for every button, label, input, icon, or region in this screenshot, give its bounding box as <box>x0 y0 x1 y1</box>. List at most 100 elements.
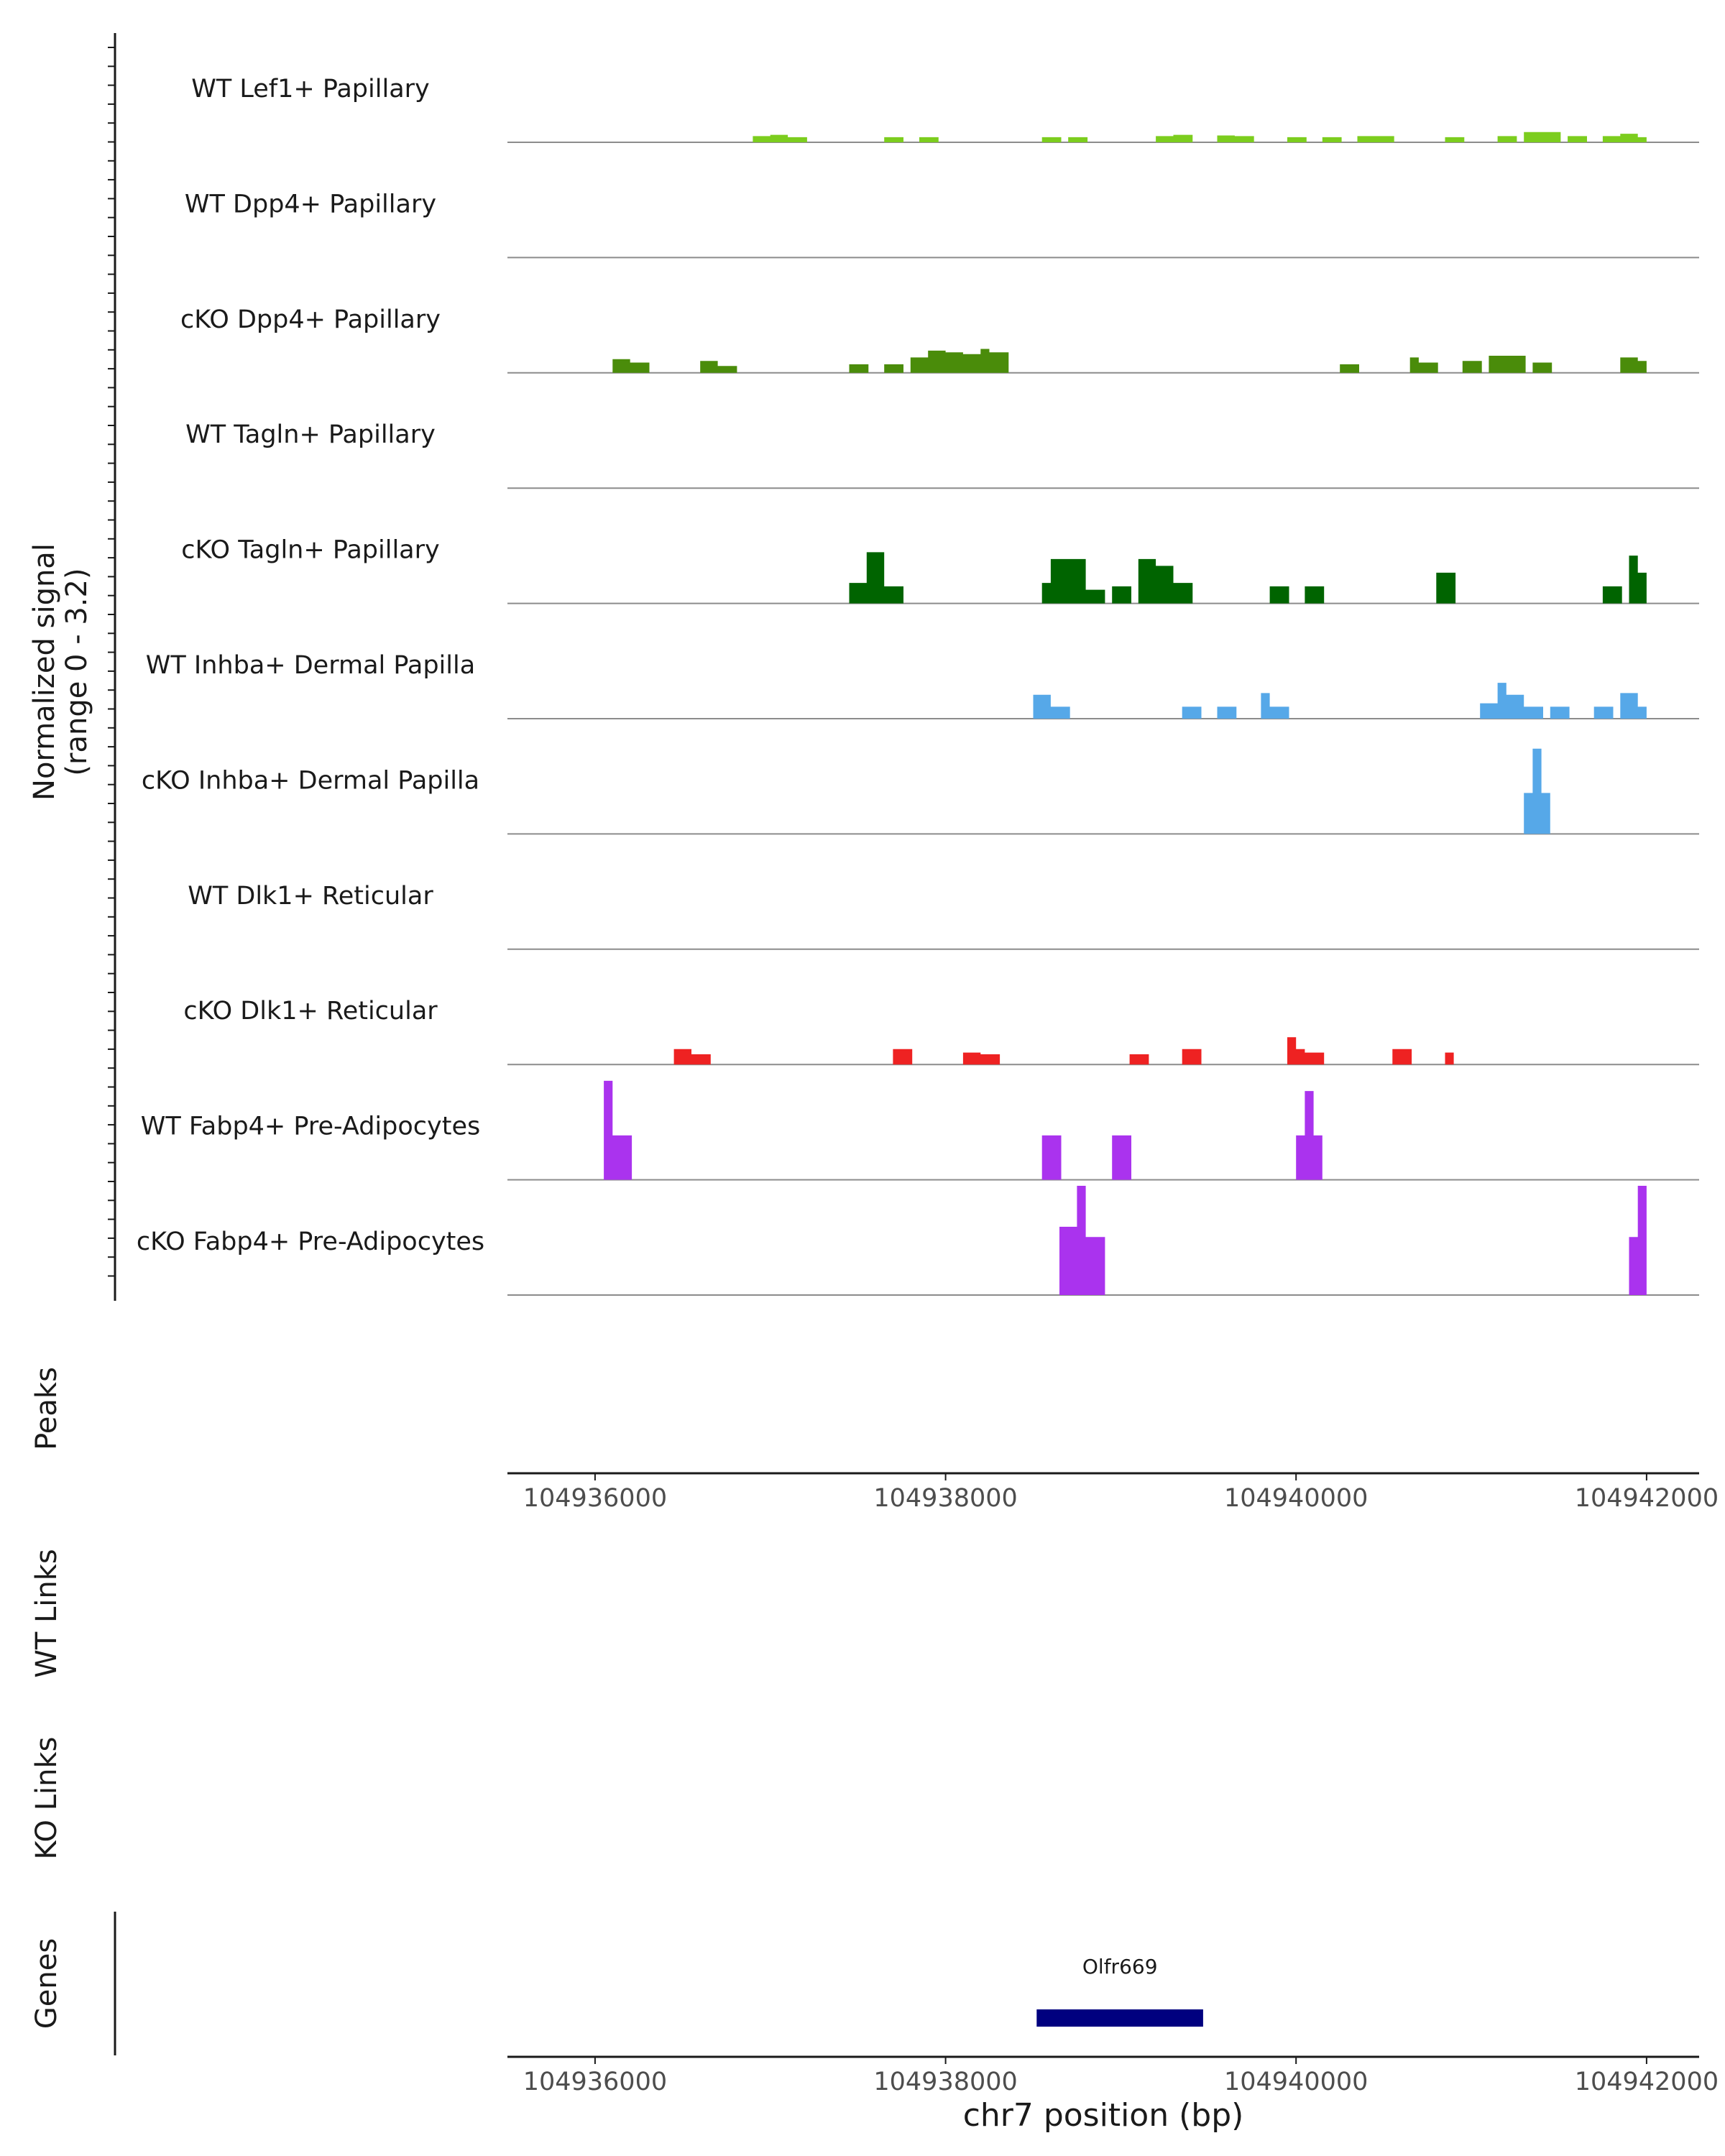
signal-peak <box>1261 693 1289 719</box>
signal-peak <box>753 134 807 142</box>
signal-peak <box>1138 558 1193 604</box>
signal-peak <box>1629 1186 1647 1295</box>
track: cKO Fabp4+ Pre-Adipocytes <box>137 1186 1699 1296</box>
track: cKO Dlk1+ Reticular <box>183 997 1699 1066</box>
genes-x-tick-label: 104942000 <box>1575 2068 1719 2096</box>
y-axis-ticks <box>108 47 115 1277</box>
signal-peak <box>1112 1135 1131 1180</box>
track-label: cKO Dpp4+ Papillary <box>180 305 441 334</box>
track: WT Dlk1+ Reticular <box>188 882 1699 950</box>
track: WT Inhba+ Dermal Papilla <box>146 651 1699 719</box>
track: WT Lef1+ Papillary <box>191 75 1699 143</box>
track: WT Tagln+ Papillary <box>185 420 1699 489</box>
signal-peak <box>919 137 939 142</box>
signal-peak <box>1287 1037 1325 1065</box>
signal-peak <box>884 137 903 142</box>
wt-links-panel-label: WT Links <box>30 1549 63 1677</box>
signal-peak <box>1602 586 1622 604</box>
signal-peak <box>1497 136 1517 142</box>
peaks-x-tick-label: 104938000 <box>873 1484 1017 1513</box>
signal-peak <box>1436 572 1456 604</box>
signal-peak <box>1445 1052 1454 1065</box>
signal-peak <box>1593 706 1614 719</box>
genes-x-axis: 104936000 104938000 104940000 104942000 <box>523 2057 1719 2096</box>
signal-peak <box>1059 1186 1105 1295</box>
signal-peak <box>1340 364 1359 373</box>
peaks-x-axis: 104936000 104938000 104940000 104942000 <box>523 1473 1719 1513</box>
track: cKO Tagln+ Papillary <box>181 536 1699 604</box>
genes-panel-label: Genes <box>30 1938 63 2029</box>
track-label: cKO Tagln+ Papillary <box>181 536 440 565</box>
gene: Olfr669 <box>1036 1955 1203 2027</box>
signal-peak <box>1112 586 1131 604</box>
signal-peak <box>893 1049 913 1065</box>
genes-x-tick-label: 104940000 <box>1224 2068 1368 2096</box>
signal-peak <box>1620 357 1647 373</box>
signal-peak <box>1620 693 1647 719</box>
tracks: WT Lef1+ Papillary WT Dpp4+ Papillary cKO … <box>137 75 1699 1296</box>
peaks-x-tick-label: 104940000 <box>1224 1484 1368 1513</box>
signal-peak <box>884 364 903 373</box>
signal-peak <box>1524 132 1561 142</box>
signal-peak <box>1462 361 1482 373</box>
peaks-x-tick-label: 104942000 <box>1575 1484 1719 1513</box>
track: WT Dpp4+ Papillary <box>185 190 1699 259</box>
signal-peak <box>1129 1054 1149 1065</box>
signal-peak <box>1629 556 1647 604</box>
signal-peak <box>1550 706 1570 719</box>
genes: Olfr669 <box>1036 1955 1203 2027</box>
signal-peak <box>1217 135 1254 142</box>
track-label: WT Fabp4+ Pre-Adipocytes <box>141 1112 480 1141</box>
track: cKO Dpp4+ Papillary <box>180 305 1699 374</box>
genes-panel: Genes Olfr669 104936000 104938000 10494000… <box>30 1912 1719 2134</box>
signal-peak <box>1033 694 1070 719</box>
genes-x-tick-label: 104938000 <box>873 2068 1017 2096</box>
peaks-panel: Peaks 104936000 104938000 104940000 1049420… <box>30 1367 1719 1513</box>
signal-peak <box>1182 1049 1202 1065</box>
signal-peak <box>1269 586 1289 604</box>
signal-peak <box>1296 1091 1322 1180</box>
track-label: cKO Fabp4+ Pre-Adipocytes <box>137 1227 484 1256</box>
signal-peak <box>1392 1049 1412 1065</box>
signal-peak <box>1524 748 1550 834</box>
signal-peak <box>1409 357 1438 373</box>
signal-peak <box>1041 1135 1062 1180</box>
signal-peak <box>1489 356 1526 373</box>
signal-peak <box>1217 706 1237 719</box>
track-label: WT Dlk1+ Reticular <box>188 882 433 911</box>
track-label: WT Tagln+ Papillary <box>185 420 436 449</box>
signal-peak <box>604 1080 632 1180</box>
signal-peak <box>1156 134 1193 142</box>
signal-peak <box>1305 586 1325 604</box>
coverage-panel: Normalized signal (range 0 - 3.2) WT Lef… <box>28 33 1699 1301</box>
signal-peak <box>1602 134 1647 142</box>
signal-peak <box>962 1052 1000 1065</box>
peaks-x-tick-label: 104936000 <box>523 1484 667 1513</box>
signal-peak <box>1068 137 1088 142</box>
signal-peak <box>910 349 1009 373</box>
track: WT Fabp4+ Pre-Adipocytes <box>141 1080 1699 1181</box>
signal-peak <box>1357 136 1394 142</box>
track-label: cKO Inhba+ Dermal Papilla <box>142 766 479 795</box>
signal-peak <box>673 1049 711 1065</box>
signal-peak <box>700 361 737 373</box>
ko-links-panel: KO Links <box>30 1737 63 1860</box>
genes-x-tick-label: 104936000 <box>523 2068 667 2096</box>
track-label: cKO Dlk1+ Reticular <box>183 997 438 1026</box>
x-axis-label: chr7 position (bp) <box>963 2097 1244 2134</box>
gene-body <box>1036 2009 1203 2027</box>
signal-peak <box>1041 558 1105 604</box>
signal-peak <box>1445 137 1465 142</box>
peaks-panel-label: Peaks <box>30 1367 63 1450</box>
signal-peak <box>1322 137 1342 142</box>
signal-peak <box>1568 136 1587 142</box>
signal-peak <box>849 364 869 373</box>
signal-peak <box>1287 137 1307 142</box>
signal-peak <box>1532 362 1552 373</box>
y-axis-range-label: (range 0 - 3.2) <box>60 568 93 775</box>
track-label: WT Inhba+ Dermal Papilla <box>146 651 475 680</box>
track-label: WT Dpp4+ Papillary <box>185 190 436 218</box>
track: cKO Inhba+ Dermal Papilla <box>142 748 1699 835</box>
signal-peak <box>1480 683 1543 719</box>
